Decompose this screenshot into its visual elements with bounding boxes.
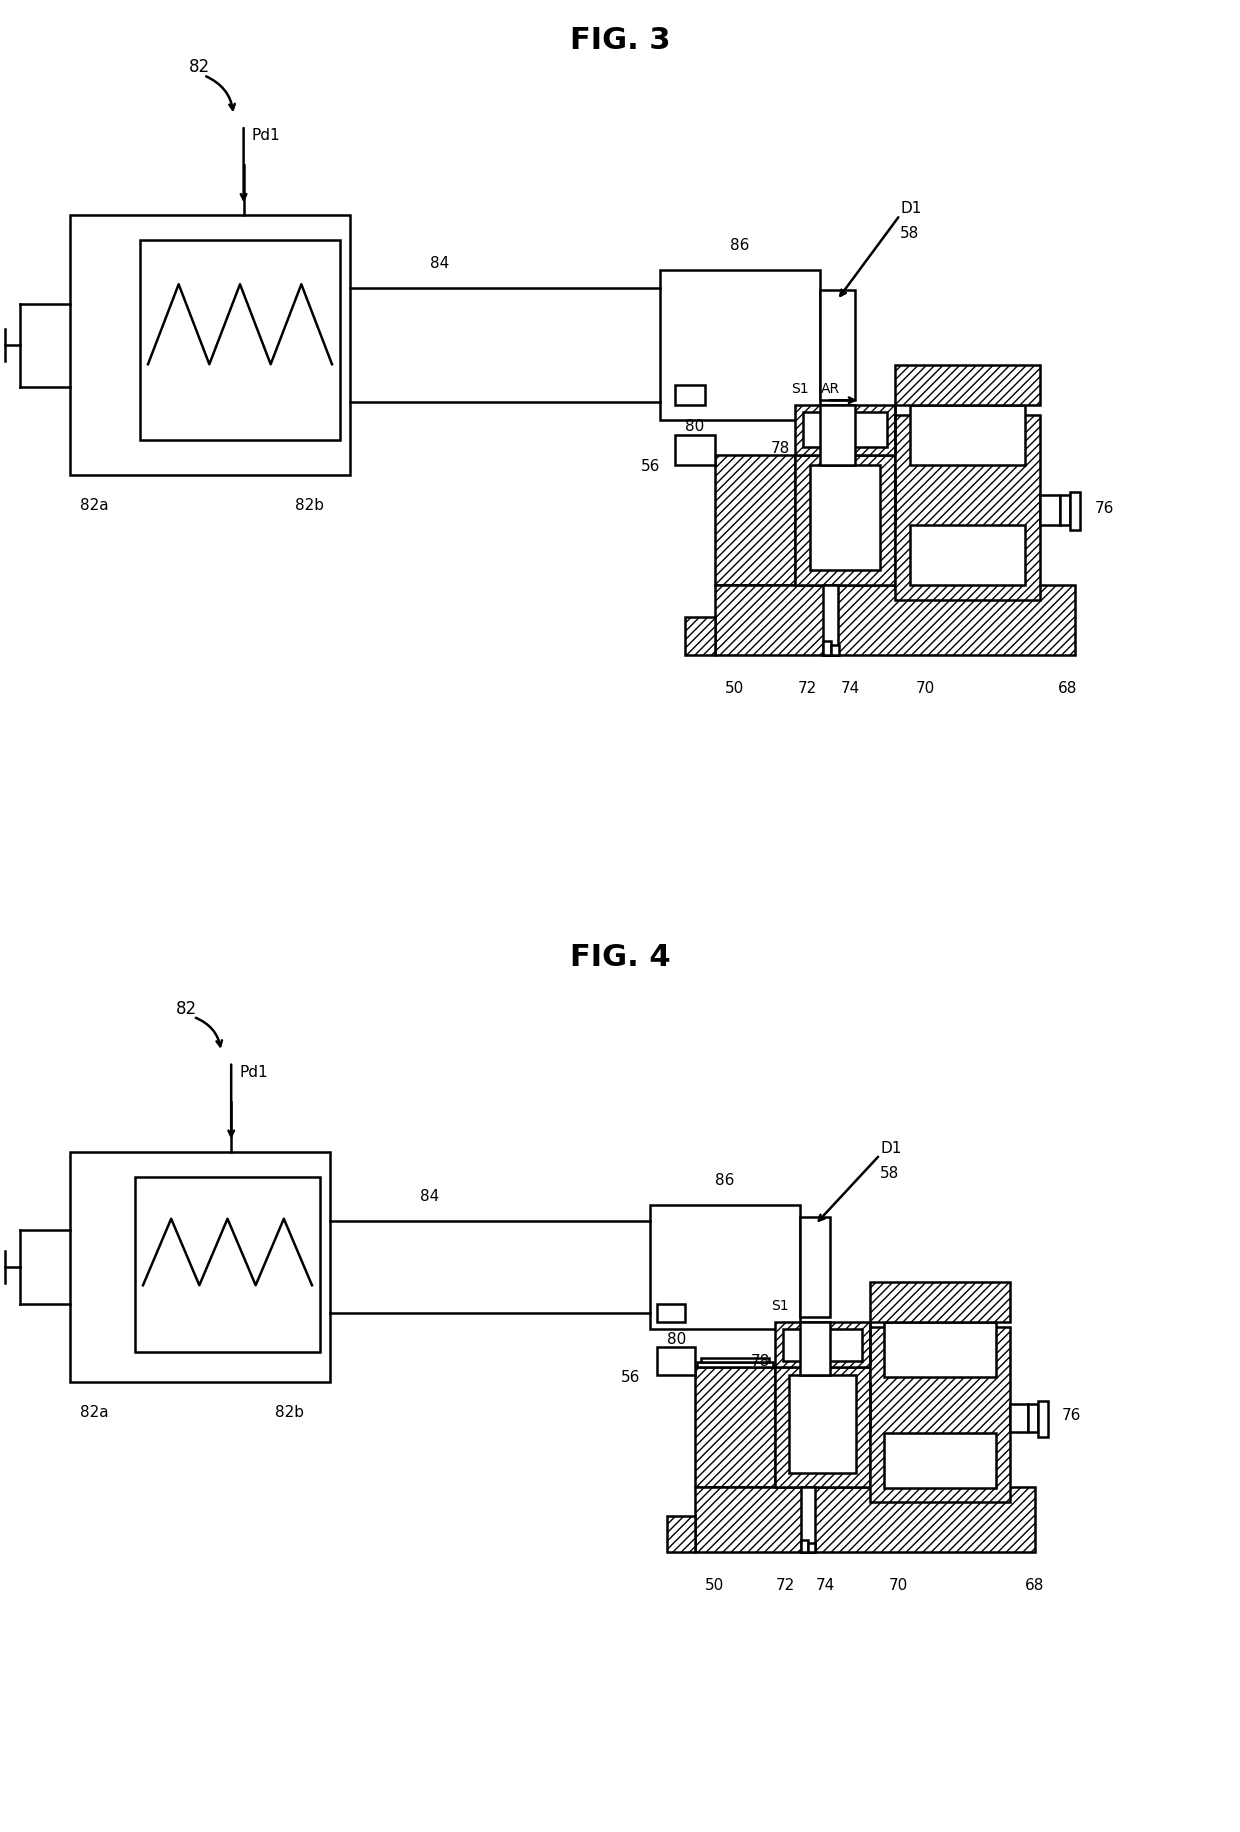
Bar xyxy=(1011,1403,1028,1433)
Bar xyxy=(667,1517,694,1552)
Bar xyxy=(684,617,715,656)
Text: 74: 74 xyxy=(816,1577,835,1592)
Bar xyxy=(782,1328,862,1361)
Text: 72: 72 xyxy=(775,1577,795,1592)
Bar xyxy=(694,1488,1035,1552)
Bar xyxy=(801,1488,815,1552)
Text: 72: 72 xyxy=(797,682,817,696)
Text: FIG. 4: FIG. 4 xyxy=(569,942,671,971)
Bar xyxy=(697,1361,773,1367)
Bar xyxy=(870,1282,1011,1323)
Bar xyxy=(650,1205,800,1328)
Text: S1: S1 xyxy=(791,383,808,396)
Bar xyxy=(820,291,856,401)
Text: S1: S1 xyxy=(771,1299,789,1312)
Text: 82b: 82b xyxy=(275,1403,304,1420)
Bar xyxy=(775,1323,870,1367)
Text: Pd1: Pd1 xyxy=(239,1064,268,1079)
Bar xyxy=(795,407,895,456)
Text: 86: 86 xyxy=(730,238,750,253)
Bar xyxy=(701,1358,769,1361)
Bar xyxy=(135,1178,320,1352)
Bar xyxy=(1040,496,1060,526)
Text: 74: 74 xyxy=(841,682,859,696)
Bar xyxy=(895,416,1040,601)
Text: 82a: 82a xyxy=(81,498,109,513)
Text: 56: 56 xyxy=(621,1370,640,1385)
Text: 82a: 82a xyxy=(81,1403,109,1420)
Bar xyxy=(804,412,887,449)
Bar xyxy=(694,1367,775,1488)
Text: FIG. 3: FIG. 3 xyxy=(569,26,671,55)
Text: D1: D1 xyxy=(880,1140,901,1156)
Bar xyxy=(810,465,880,572)
Bar xyxy=(1060,496,1070,526)
Bar xyxy=(140,242,340,442)
Text: 70: 70 xyxy=(915,682,935,696)
Text: 58: 58 xyxy=(880,1165,899,1180)
Bar xyxy=(823,641,831,656)
Text: 70: 70 xyxy=(888,1577,908,1592)
Bar xyxy=(795,456,895,586)
Text: 80: 80 xyxy=(667,1332,687,1347)
Text: 80: 80 xyxy=(686,418,704,434)
Bar xyxy=(69,216,350,476)
Bar xyxy=(69,1152,330,1381)
Text: AR: AR xyxy=(821,383,839,396)
Bar xyxy=(789,1376,856,1473)
Text: 76: 76 xyxy=(1095,500,1115,517)
Bar xyxy=(895,366,1040,407)
Bar xyxy=(800,1216,830,1317)
Bar xyxy=(820,407,856,465)
Text: 78: 78 xyxy=(771,440,790,456)
Bar xyxy=(884,1323,996,1378)
Text: 84: 84 xyxy=(430,256,450,271)
Bar xyxy=(715,586,1075,656)
Text: D1: D1 xyxy=(900,202,921,216)
Bar xyxy=(660,271,820,421)
Text: Pd1: Pd1 xyxy=(252,128,280,143)
Bar xyxy=(910,407,1025,465)
Bar xyxy=(1070,493,1080,531)
Text: 58: 58 xyxy=(900,225,919,242)
Text: 82b: 82b xyxy=(295,498,324,513)
Text: 56: 56 xyxy=(641,458,660,473)
Bar xyxy=(657,1347,694,1376)
Bar xyxy=(910,526,1025,586)
Text: 50: 50 xyxy=(706,1577,724,1592)
Bar xyxy=(1038,1401,1048,1436)
Bar xyxy=(715,456,795,586)
Text: 76: 76 xyxy=(1061,1407,1081,1422)
Text: 78: 78 xyxy=(750,1354,770,1369)
Bar xyxy=(1028,1403,1038,1433)
Text: 84: 84 xyxy=(420,1189,440,1204)
Bar xyxy=(657,1304,684,1323)
Text: 82: 82 xyxy=(176,998,197,1017)
Bar xyxy=(775,1367,870,1488)
Bar xyxy=(831,647,839,656)
Bar xyxy=(801,1541,808,1552)
Bar xyxy=(870,1326,1011,1502)
Text: 68: 68 xyxy=(1058,682,1078,696)
Bar xyxy=(823,586,838,656)
Bar xyxy=(884,1433,996,1488)
Text: 86: 86 xyxy=(715,1172,734,1187)
Text: 82: 82 xyxy=(188,59,210,77)
Bar xyxy=(675,436,715,465)
Text: 50: 50 xyxy=(725,682,745,696)
Bar xyxy=(808,1543,815,1552)
Text: 68: 68 xyxy=(1025,1577,1044,1592)
Bar xyxy=(675,387,706,407)
Bar xyxy=(800,1323,830,1376)
